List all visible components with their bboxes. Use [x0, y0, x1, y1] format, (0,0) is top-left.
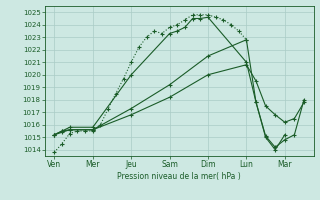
X-axis label: Pression niveau de la mer( hPa ): Pression niveau de la mer( hPa ) [117, 172, 241, 181]
